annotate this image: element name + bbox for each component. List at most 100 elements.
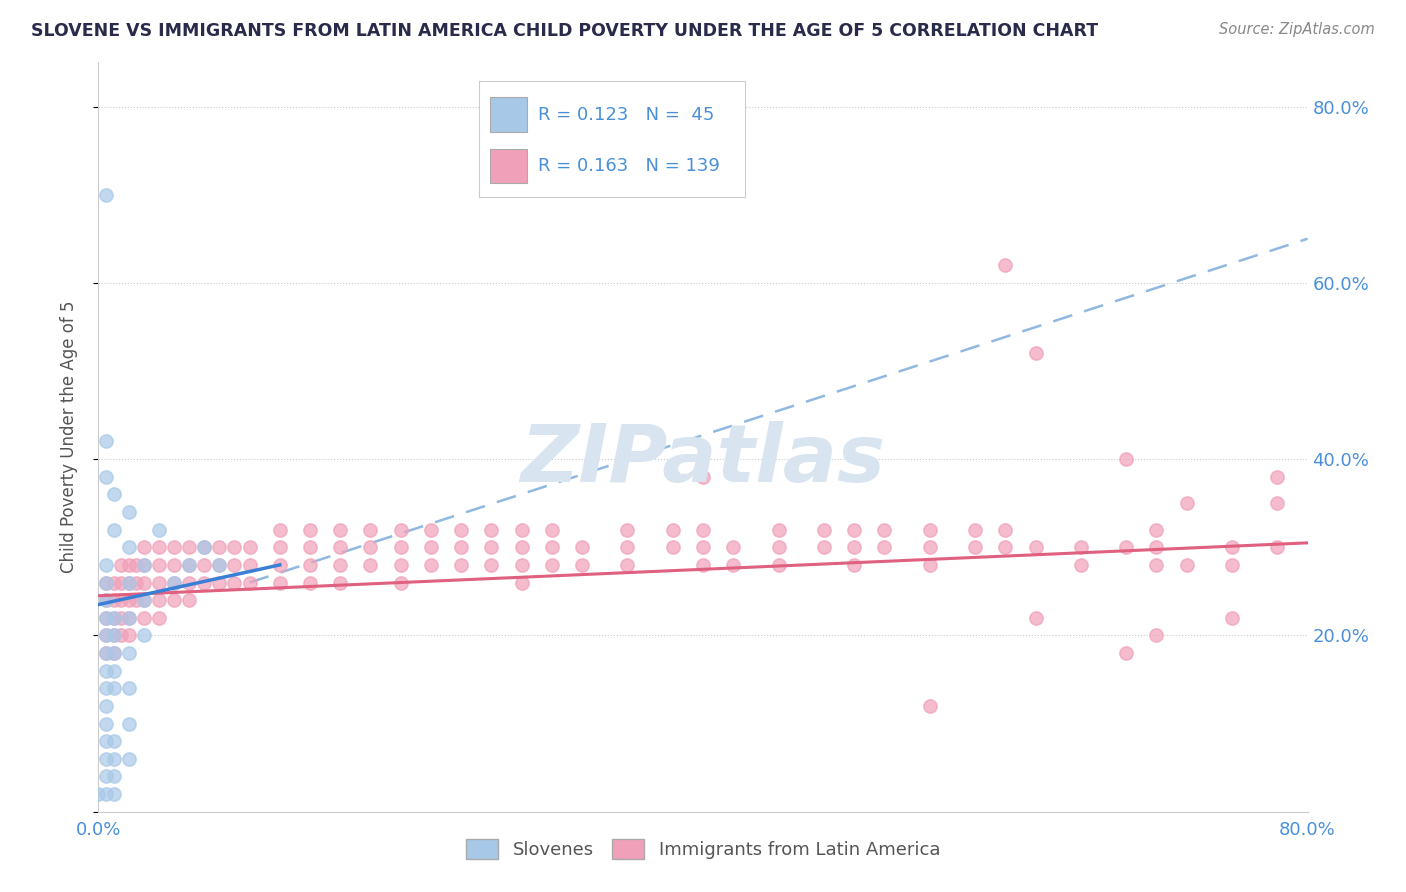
Point: [1070, 541, 1092, 555]
Point: [125, 593, 148, 607]
Point: [661, 541, 683, 555]
Point: [110, 558, 132, 572]
Point: [224, 558, 246, 572]
Point: [510, 523, 533, 537]
Point: [1267, 496, 1289, 510]
Point: [118, 716, 141, 731]
Point: [94, 575, 117, 590]
Point: [118, 575, 141, 590]
Point: [103, 752, 125, 766]
Point: [118, 541, 141, 555]
Point: [1220, 611, 1243, 625]
Point: [450, 558, 472, 572]
Point: [873, 523, 896, 537]
Point: [1115, 452, 1137, 467]
Point: [148, 593, 170, 607]
Point: [163, 575, 186, 590]
Point: [132, 575, 155, 590]
Point: [125, 575, 148, 590]
Point: [110, 593, 132, 607]
Point: [768, 558, 790, 572]
Point: [813, 523, 835, 537]
Point: [329, 541, 352, 555]
Point: [110, 611, 132, 625]
Point: [420, 541, 443, 555]
Point: [179, 593, 201, 607]
Point: [299, 558, 322, 572]
Point: [118, 575, 141, 590]
Point: [994, 258, 1017, 272]
Point: [1115, 541, 1137, 555]
Point: [723, 558, 745, 572]
Point: [224, 541, 246, 555]
Point: [179, 541, 201, 555]
Point: [118, 611, 141, 625]
Point: [132, 558, 155, 572]
Point: [103, 646, 125, 660]
Point: [1144, 541, 1167, 555]
Point: [103, 734, 125, 748]
Legend: Slovenes, Immigrants from Latin America: Slovenes, Immigrants from Latin America: [458, 832, 948, 866]
Point: [360, 541, 382, 555]
Point: [208, 558, 231, 572]
Point: [360, 523, 382, 537]
Point: [918, 523, 941, 537]
Point: [768, 541, 790, 555]
Point: [118, 558, 141, 572]
Point: [118, 752, 141, 766]
Point: [540, 523, 562, 537]
Point: [1175, 558, 1198, 572]
Point: [110, 628, 132, 642]
Point: [269, 523, 291, 537]
Point: [163, 541, 186, 555]
Point: [661, 523, 683, 537]
Point: [103, 611, 125, 625]
Point: [299, 575, 322, 590]
Point: [1267, 469, 1289, 483]
Point: [148, 523, 170, 537]
Point: [148, 558, 170, 572]
Point: [692, 469, 714, 483]
Point: [510, 575, 533, 590]
Point: [193, 575, 215, 590]
Point: [571, 541, 593, 555]
Point: [94, 628, 117, 642]
Point: [1144, 523, 1167, 537]
Point: [723, 541, 745, 555]
Y-axis label: Child Poverty Under the Age of 5: Child Poverty Under the Age of 5: [59, 301, 77, 574]
Point: [1115, 646, 1137, 660]
Point: [1267, 541, 1289, 555]
Point: [118, 505, 141, 519]
Point: [510, 558, 533, 572]
Point: [132, 593, 155, 607]
Point: [1070, 558, 1092, 572]
Point: [179, 575, 201, 590]
Point: [179, 558, 201, 572]
Point: [94, 593, 117, 607]
Point: [94, 681, 117, 696]
Point: [118, 611, 141, 625]
Point: [768, 523, 790, 537]
Point: [132, 628, 155, 642]
Point: [208, 541, 231, 555]
Point: [132, 541, 155, 555]
Point: [103, 664, 125, 678]
Point: [193, 541, 215, 555]
Point: [1024, 541, 1046, 555]
Point: [269, 575, 291, 590]
Point: [420, 523, 443, 537]
Point: [1144, 558, 1167, 572]
Point: [148, 611, 170, 625]
Point: [389, 575, 412, 590]
Point: [94, 575, 117, 590]
Point: [94, 787, 117, 801]
Point: [94, 469, 117, 483]
Point: [616, 558, 638, 572]
Point: [481, 541, 503, 555]
Point: [125, 558, 148, 572]
Point: [163, 558, 186, 572]
Point: [813, 541, 835, 555]
Point: [148, 575, 170, 590]
Point: [692, 558, 714, 572]
Point: [94, 646, 117, 660]
